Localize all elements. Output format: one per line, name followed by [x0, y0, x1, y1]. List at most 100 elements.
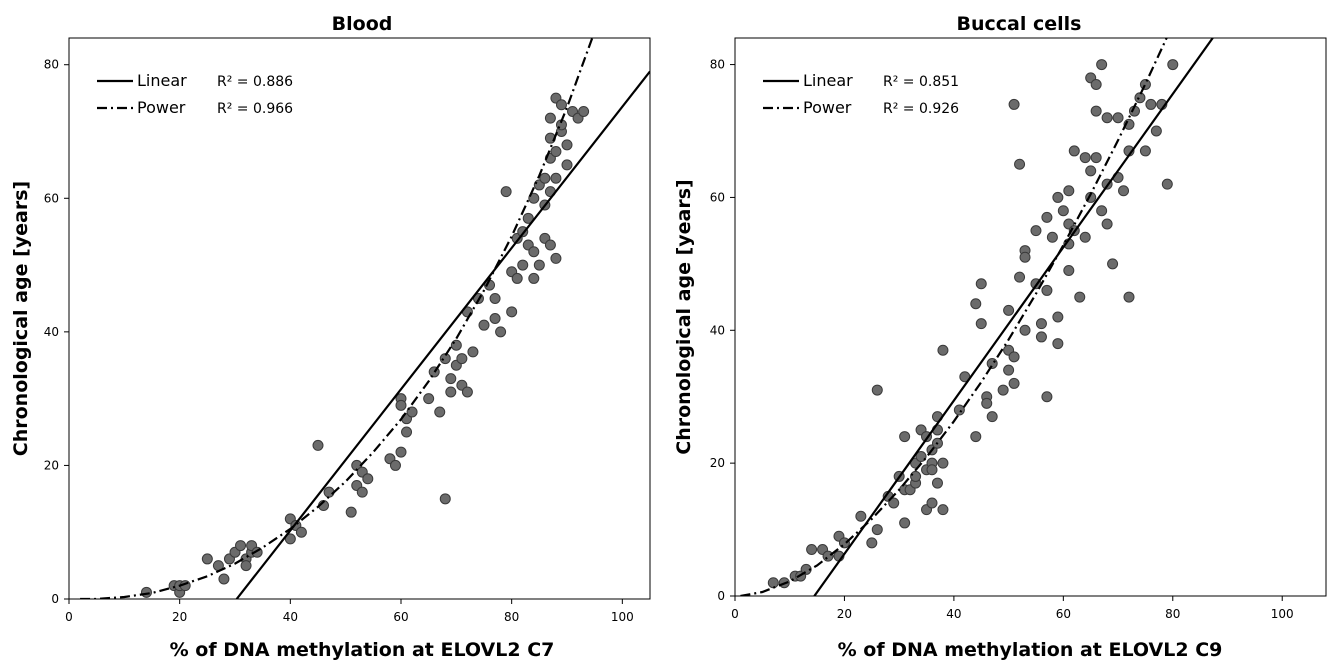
data-point	[937, 457, 949, 469]
data-point	[855, 510, 867, 522]
data-point	[1079, 152, 1091, 164]
y-tick-label: 0	[51, 592, 59, 606]
data-point	[539, 172, 551, 184]
data-point	[975, 318, 987, 330]
x-tick-label: 20	[837, 607, 852, 621]
data-point	[284, 533, 296, 545]
chart-panel-2: Buccal cells 0 20 40 60 80 100 0 20 40 60 80 % of DN…	[673, 13, 1327, 661]
data-point	[495, 326, 507, 338]
data-point	[997, 384, 1009, 396]
legend-label: Linear	[803, 71, 853, 90]
chart-title: Buccal cells	[957, 13, 1082, 35]
data-point	[561, 139, 573, 151]
data-point	[822, 550, 834, 562]
data-point	[561, 159, 573, 171]
x-tick-label: 100	[611, 610, 634, 624]
data-point	[528, 272, 540, 284]
power-fit-line	[740, 38, 1168, 596]
data-point	[1074, 291, 1086, 303]
data-point	[1014, 271, 1026, 283]
data-point	[1052, 338, 1064, 350]
legend-label: Power	[137, 98, 186, 117]
data-point	[1101, 218, 1113, 230]
data-point	[953, 404, 965, 416]
data-point	[1090, 79, 1102, 90]
data-point	[1019, 251, 1031, 263]
data-point	[445, 373, 457, 385]
data-point	[356, 486, 368, 498]
y-tick-label: 80	[710, 58, 725, 72]
legend-r2: R² = 0.926	[883, 101, 959, 117]
y-tick-label: 60	[710, 190, 725, 204]
y-tick-label: 20	[44, 458, 59, 472]
data-point	[937, 504, 949, 516]
data-point	[767, 577, 779, 589]
x-tick-label: 80	[504, 610, 519, 624]
data-point	[1041, 284, 1053, 296]
data-point	[423, 393, 435, 405]
data-point	[1150, 125, 1162, 137]
data-point	[550, 146, 562, 158]
x-tick-label: 60	[1056, 607, 1071, 621]
chart-panel-1: Blood 0 20 40 60 80 100 0 20 40 60 80 % of DNA methy…	[10, 13, 651, 661]
data-point	[1096, 59, 1108, 71]
data-point	[986, 411, 998, 423]
data-point	[1085, 165, 1097, 177]
data-point	[910, 470, 922, 482]
data-point	[1134, 92, 1146, 104]
data-point	[1057, 205, 1069, 217]
plot-frame	[68, 37, 651, 600]
data-point	[478, 319, 490, 331]
data-point	[450, 339, 462, 351]
data-point	[439, 493, 451, 505]
data-point	[506, 306, 518, 318]
data-point	[1090, 105, 1102, 117]
data-point	[1003, 364, 1015, 376]
data-point	[362, 473, 374, 485]
data-point	[871, 524, 883, 536]
data-point	[899, 431, 911, 443]
data-point	[1139, 145, 1151, 157]
data-point	[467, 346, 479, 358]
data-point	[544, 112, 556, 124]
data-point	[1003, 304, 1015, 316]
data-point	[931, 477, 943, 489]
y-axis-title: Chronological age [years]	[673, 179, 695, 454]
data-point	[489, 292, 501, 304]
data-point	[550, 172, 562, 184]
data-point	[500, 186, 512, 198]
data-point	[522, 212, 534, 224]
data-point	[218, 573, 230, 585]
data-point	[1041, 391, 1053, 403]
data-point	[1014, 158, 1026, 170]
data-point	[533, 259, 545, 271]
data-point	[434, 406, 446, 418]
data-point	[140, 586, 152, 598]
x-tick-label: 60	[393, 610, 408, 624]
data-point	[899, 517, 911, 529]
legend-r2: R² = 0.851	[883, 74, 959, 90]
data-point	[1112, 112, 1124, 124]
data-point	[1019, 324, 1031, 336]
legend-label: Power	[803, 98, 852, 117]
data-point	[461, 386, 473, 398]
data-point	[544, 239, 556, 251]
y-axis-title: Chronological age [years]	[10, 181, 32, 456]
data-point	[937, 344, 949, 356]
data-point	[1161, 178, 1173, 190]
data-point	[806, 544, 818, 555]
data-point	[1123, 291, 1135, 303]
x-tick-label: 0	[65, 610, 73, 624]
data-point	[550, 252, 562, 264]
data-point	[1041, 211, 1053, 223]
data-point	[312, 439, 324, 451]
data-point	[1008, 377, 1020, 389]
data-point	[1046, 231, 1058, 243]
data-point	[345, 506, 357, 518]
data-point	[445, 386, 457, 398]
data-point	[1008, 98, 1020, 110]
data-point	[871, 384, 883, 396]
data-point	[578, 105, 590, 117]
x-tick-label: 40	[283, 610, 298, 624]
